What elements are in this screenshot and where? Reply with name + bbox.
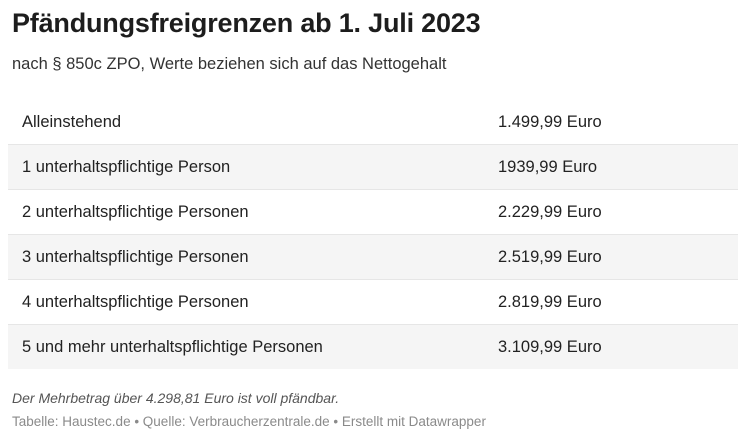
- row-value: 2.819,99 Euro: [498, 292, 602, 311]
- row-label: 3 unterhaltspflichtige Personen: [22, 247, 249, 266]
- row-label: 2 unterhaltspflichtige Personen: [22, 202, 249, 221]
- row-value: 2.519,99 Euro: [498, 247, 602, 266]
- row-value: 1939,99 Euro: [498, 157, 598, 176]
- row-label: 5 und mehr unterhaltspflichtige Personen: [22, 337, 323, 356]
- source-line: Tabelle: Haustec.de • Quelle: Verbrauche…: [12, 414, 486, 429]
- row-label: 4 unterhaltspflichtige Personen: [22, 292, 249, 311]
- row-label: 1 unterhaltspflichtige Person: [22, 157, 231, 176]
- table-row: 3 unterhaltspflichtige Personen 2.519,99…: [8, 235, 738, 280]
- data-table: Alleinstehend 1.499,99 Euro 1 unterhalts…: [8, 100, 738, 369]
- table-row: Alleinstehend 1.499,99 Euro: [8, 100, 738, 145]
- table-row: 2 unterhaltspflichtige Personen 2.229,99…: [8, 190, 738, 235]
- footnote: Der Mehrbetrag über 4.298,81 Euro ist vo…: [12, 390, 340, 406]
- table-row: 1 unterhaltspflichtige Person 1939,99 Eu…: [8, 145, 738, 190]
- row-value: 2.229,99 Euro: [498, 202, 602, 221]
- row-value: 1.499,99 Euro: [498, 112, 602, 131]
- chart-subtitle: nach § 850c ZPO, Werte beziehen sich auf…: [12, 55, 447, 73]
- row-label: Alleinstehend: [22, 112, 122, 131]
- row-value: 3.109,99 Euro: [498, 337, 602, 356]
- table-row: 5 und mehr unterhaltspflichtige Personen…: [8, 325, 738, 369]
- table-row: 4 unterhaltspflichtige Personen 2.819,99…: [8, 280, 738, 325]
- chart-title: Pfändungsfreigrenzen ab 1. Juli 2023: [12, 8, 481, 38]
